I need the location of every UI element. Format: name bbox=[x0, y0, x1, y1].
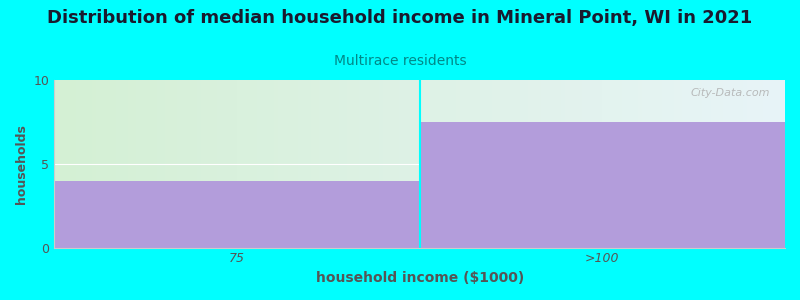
X-axis label: household income ($1000): household income ($1000) bbox=[315, 271, 524, 285]
Text: City-Data.com: City-Data.com bbox=[691, 88, 770, 98]
Text: Distribution of median household income in Mineral Point, WI in 2021: Distribution of median household income … bbox=[47, 9, 753, 27]
Y-axis label: households: households bbox=[15, 124, 28, 204]
Text: Multirace residents: Multirace residents bbox=[334, 54, 466, 68]
